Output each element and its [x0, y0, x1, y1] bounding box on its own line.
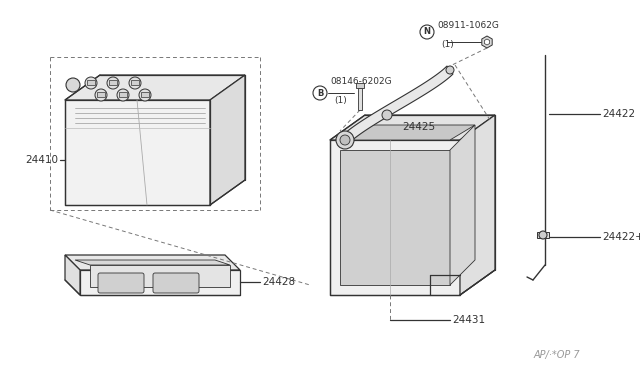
Circle shape: [85, 77, 97, 89]
Bar: [358, 88, 362, 110]
Polygon shape: [65, 100, 210, 205]
Polygon shape: [210, 75, 245, 205]
Text: 08146-6202G: 08146-6202G: [330, 77, 392, 86]
Bar: [537, 232, 549, 238]
Text: (1): (1): [334, 96, 347, 105]
Polygon shape: [330, 140, 460, 295]
Circle shape: [107, 77, 119, 89]
Circle shape: [95, 89, 107, 101]
FancyBboxPatch shape: [153, 273, 199, 293]
Polygon shape: [340, 125, 475, 140]
Circle shape: [139, 89, 151, 101]
Text: 24422: 24422: [602, 109, 635, 119]
Circle shape: [66, 78, 80, 92]
Bar: [109, 80, 117, 85]
Polygon shape: [450, 125, 475, 285]
Text: 24431: 24431: [452, 315, 485, 325]
Text: 24428: 24428: [262, 277, 295, 287]
Text: 24425: 24425: [402, 122, 435, 132]
Circle shape: [117, 89, 129, 101]
Polygon shape: [342, 66, 453, 144]
Circle shape: [539, 231, 547, 239]
Text: (1): (1): [441, 40, 454, 49]
Circle shape: [129, 77, 141, 89]
Circle shape: [446, 66, 454, 74]
Polygon shape: [482, 36, 492, 48]
Bar: [119, 92, 127, 97]
Circle shape: [382, 110, 392, 120]
Polygon shape: [80, 270, 240, 295]
Text: 08911-1062G: 08911-1062G: [437, 21, 499, 30]
Polygon shape: [65, 255, 80, 295]
Polygon shape: [330, 115, 495, 140]
Polygon shape: [340, 150, 450, 285]
Polygon shape: [484, 39, 490, 45]
Bar: [131, 80, 139, 85]
Polygon shape: [460, 115, 495, 295]
Text: 24422+A: 24422+A: [602, 232, 640, 242]
Circle shape: [336, 131, 354, 149]
Circle shape: [313, 86, 327, 100]
Polygon shape: [65, 255, 240, 270]
Bar: [356, 83, 364, 88]
Polygon shape: [65, 75, 245, 100]
Bar: [141, 92, 149, 97]
Bar: [97, 92, 105, 97]
Text: 24410: 24410: [25, 155, 58, 165]
Text: B: B: [317, 89, 323, 97]
Bar: [87, 80, 95, 85]
Text: AP/·*OP 7: AP/·*OP 7: [533, 350, 580, 360]
Circle shape: [420, 25, 434, 39]
Text: N: N: [424, 28, 431, 36]
Polygon shape: [75, 260, 230, 265]
Polygon shape: [90, 265, 230, 287]
FancyBboxPatch shape: [98, 273, 144, 293]
Circle shape: [340, 135, 350, 145]
